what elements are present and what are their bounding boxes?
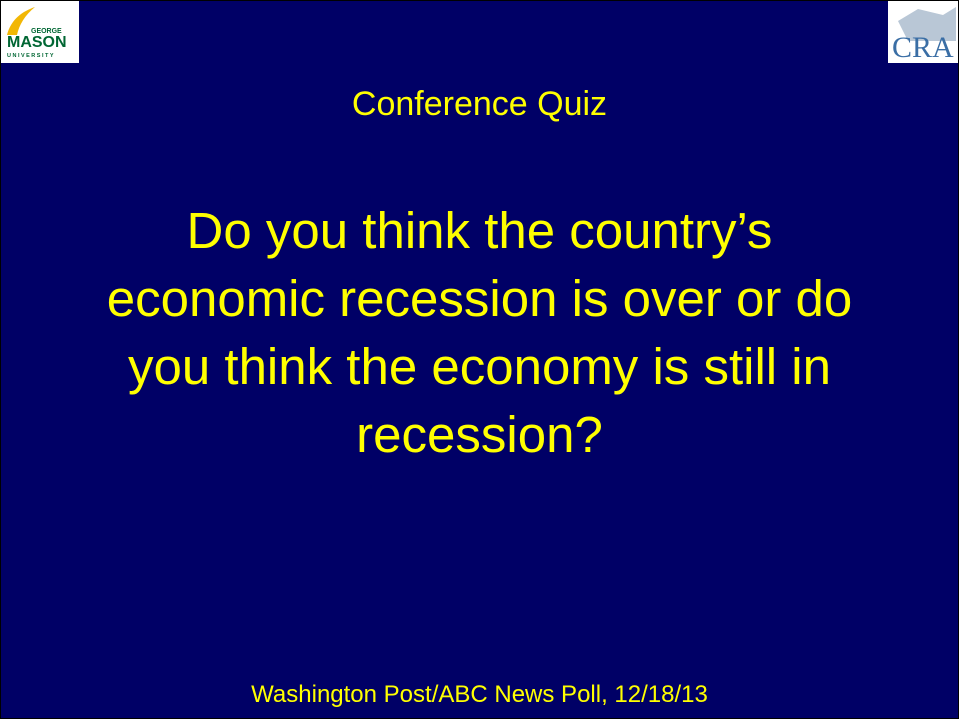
logo-sub: UNIVERSITY [7,53,55,59]
cra-logo: CRA [888,1,958,64]
logo-main: MASON [7,34,67,51]
question-line: economic recession is over or do [106,270,853,327]
slide-title: Conference Quiz [351,85,608,123]
question-line: you think the economy is still in [128,338,831,395]
cra-logo-art: CRA [892,7,956,64]
source: Washington Post/ABC News Poll, 12/18/13 [251,681,708,708]
mason-logo: GEORGE MASON UNIVERSITY [1,1,79,63]
logo-leaf [7,7,35,35]
logo-map [898,7,956,41]
question-line: recession? [356,406,603,463]
question-line: Do you think the country’s [186,202,773,259]
mason-logo-art: GEORGE MASON UNIVERSITY [7,7,67,59]
logo-top: GEORGE [31,28,62,35]
logo-main: CRA [892,31,954,63]
